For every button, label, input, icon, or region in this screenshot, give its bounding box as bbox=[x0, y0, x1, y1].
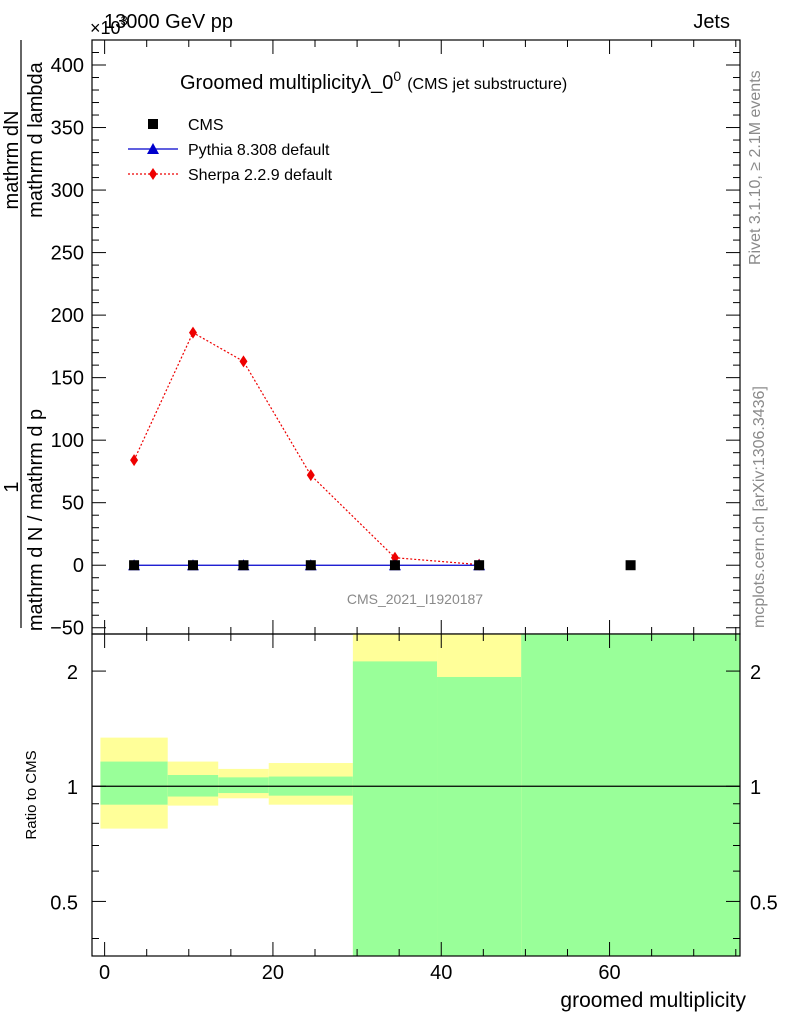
ratio-y-tick-label: 2 bbox=[67, 662, 78, 684]
x-axis-label: groomed multiplicity bbox=[560, 989, 746, 1012]
cms-point bbox=[238, 560, 249, 571]
main-x-ticks bbox=[104, 40, 737, 634]
legend-label-pythia-8-308-default: Pythia 8.308 default bbox=[188, 142, 330, 159]
ratio-y-tick-label-right: 1 bbox=[750, 777, 761, 799]
beam-label: 13000 GeV pp bbox=[104, 11, 233, 33]
y-tick-label: 200 bbox=[51, 305, 84, 327]
main-y-axis-label: 1 mathrm dN mathrm d N / mathrm d p math… bbox=[1, 40, 47, 631]
y-tick-label: 150 bbox=[51, 368, 84, 390]
legend-label-cms: CMS bbox=[188, 117, 224, 134]
cms-point bbox=[187, 560, 198, 571]
y-tick-label: 350 bbox=[51, 118, 84, 140]
ratio-band-inner bbox=[437, 676, 522, 956]
cms-point bbox=[474, 560, 485, 571]
ratio-x-ticks: 0 20 40 60 bbox=[99, 634, 737, 984]
y-tick-label: 0 bbox=[73, 555, 84, 577]
y-tick-label: 50 bbox=[62, 493, 84, 515]
ylabel-top: mathrm dN bbox=[1, 111, 23, 210]
ylabel-num: 1 bbox=[1, 481, 23, 492]
ratio-plot: 0.5 0.5 1 1 2 2 0 20 40 60 Ratio to CMS groomed … bbox=[23, 633, 778, 1012]
ylabel-lambda: mathrm d lambda bbox=[25, 61, 47, 217]
watermark: CMS_2021_I1920187 bbox=[347, 591, 483, 607]
ylabel-den: mathrm d N / mathrm d p bbox=[25, 409, 47, 631]
legend-marker-sherpa-2-2-9-default bbox=[149, 168, 157, 180]
x-tick-label: 40 bbox=[430, 962, 452, 984]
cms-point bbox=[389, 560, 400, 571]
sherpa-2-2-9-default-point bbox=[239, 355, 248, 368]
ratio-band-inner bbox=[521, 634, 740, 956]
cms-point bbox=[305, 560, 316, 571]
ratio-plot-frame bbox=[91, 633, 741, 957]
ratio-y-tick-label: 1 bbox=[67, 777, 78, 799]
y-tick-label: −50 bbox=[50, 618, 84, 640]
mcplots-label: mcplots.cern.ch [arXiv:1306.3436] bbox=[751, 386, 768, 628]
y-tick-label: 400 bbox=[51, 55, 84, 77]
ratio-y-tick-label: 0.5 bbox=[50, 892, 78, 914]
x-tick-label: 0 bbox=[99, 962, 110, 984]
sherpa-2-2-9-default-point bbox=[188, 326, 197, 339]
ratio-y-tick-label-right: 0.5 bbox=[750, 892, 778, 914]
legend: CMS Pythia 8.308 default Sherpa 2.2.9 defa… bbox=[128, 117, 333, 184]
chart-title: Groomed multiplicityλ_00 (CMS jet substru… bbox=[180, 68, 567, 94]
legend-marker-pythia-8-308-default bbox=[147, 143, 159, 154]
main-y-ticks: −50 0 50 100 150 200 250 300 350 400 bbox=[50, 39, 740, 640]
ratio-y-ticks: 0.5 0.5 1 1 2 2 bbox=[50, 662, 778, 939]
y-tick-label: 100 bbox=[51, 430, 84, 452]
cms-point bbox=[625, 560, 636, 571]
main-plot: −50 0 50 100 150 200 250 300 350 400 Groomed mult… bbox=[50, 39, 741, 640]
x-tick-label: 20 bbox=[262, 962, 284, 984]
x-tick-label: 60 bbox=[598, 962, 620, 984]
legend-marker-cms bbox=[148, 119, 158, 129]
ratio-band-inner bbox=[352, 661, 438, 956]
y-exponent: ×103 bbox=[90, 13, 128, 38]
ratio-bands bbox=[100, 634, 740, 956]
main-series bbox=[128, 326, 636, 571]
cms-point bbox=[129, 560, 140, 571]
y-tick-label: 300 bbox=[51, 180, 84, 202]
ratio-y-axis-label: Ratio to CMS bbox=[23, 750, 40, 839]
ratio-y-tick-label-right: 2 bbox=[750, 662, 761, 684]
ratio-band-inner bbox=[218, 777, 269, 794]
sherpa-2-2-9-default-point bbox=[306, 469, 315, 482]
legend-label-sherpa-2-2-9-default: Sherpa 2.2.9 default bbox=[188, 167, 333, 184]
ratio-band-inner bbox=[100, 761, 168, 805]
y-tick-label: 250 bbox=[51, 243, 84, 265]
sherpa-2-2-9-default-point bbox=[130, 454, 139, 467]
sherpa-2-2-9-default-line bbox=[133, 331, 480, 566]
rivet-label: Rivet 3.1.10, ≥ 2.1M events bbox=[747, 70, 764, 265]
process-label: Jets bbox=[693, 11, 730, 33]
